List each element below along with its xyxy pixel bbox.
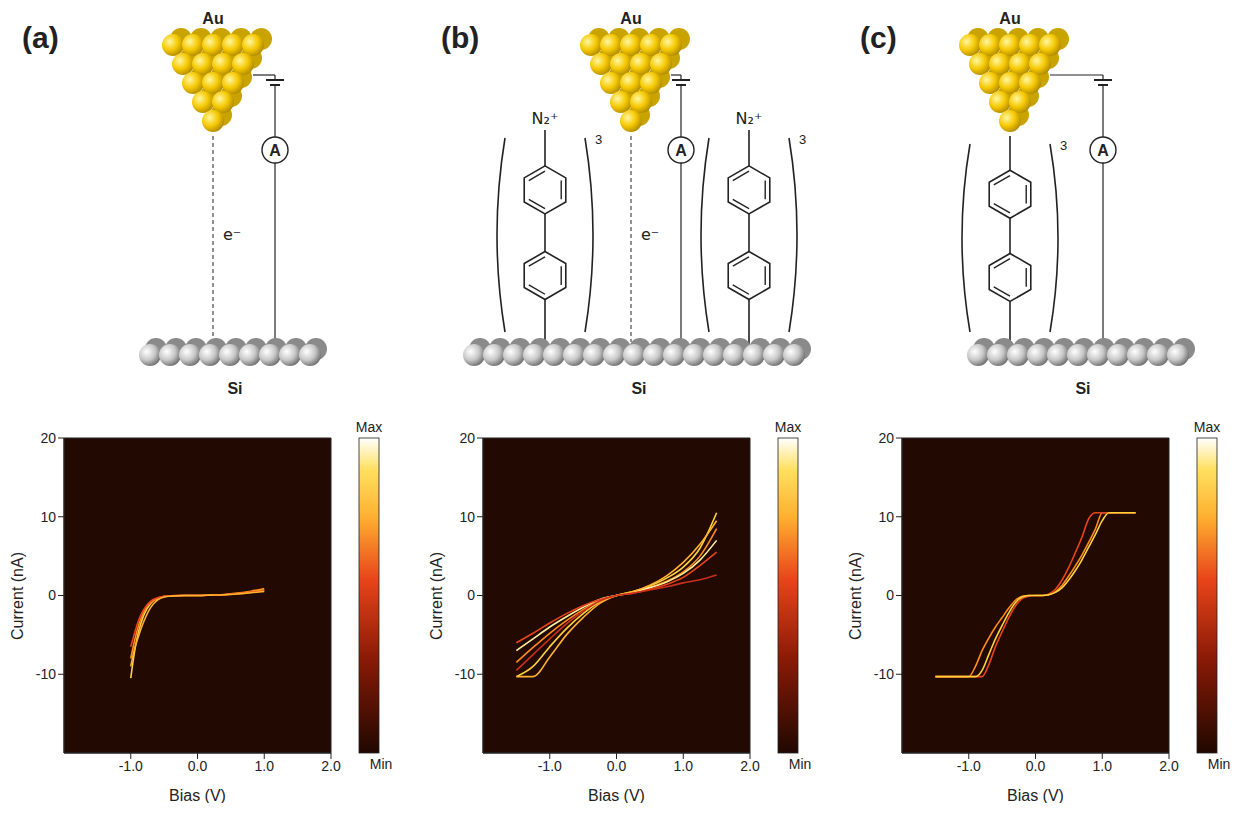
svg-text:-1.0: -1.0 bbox=[957, 758, 981, 774]
svg-text:-10: -10 bbox=[455, 666, 475, 682]
svg-text:Min: Min bbox=[370, 756, 393, 772]
svg-text:3: 3 bbox=[595, 132, 602, 147]
svg-text:0: 0 bbox=[886, 587, 894, 603]
svg-text:0: 0 bbox=[48, 587, 56, 603]
svg-text:-1.0: -1.0 bbox=[538, 758, 562, 774]
svg-text:2.0: 2.0 bbox=[740, 758, 760, 774]
svg-text:Au: Au bbox=[620, 10, 641, 27]
svg-text:Au: Au bbox=[999, 10, 1020, 27]
svg-text:A: A bbox=[269, 142, 281, 159]
svg-text:(c): (c) bbox=[860, 21, 897, 54]
svg-text:Min: Min bbox=[789, 756, 812, 772]
svg-text:e⁻: e⁻ bbox=[641, 225, 659, 244]
svg-text:-10: -10 bbox=[874, 666, 894, 682]
svg-text:0.0: 0.0 bbox=[1026, 758, 1046, 774]
svg-text:10: 10 bbox=[459, 509, 475, 525]
svg-text:2.0: 2.0 bbox=[321, 758, 341, 774]
svg-text:0: 0 bbox=[467, 587, 475, 603]
svg-text:Bias (V): Bias (V) bbox=[1007, 787, 1064, 803]
svg-text:Max: Max bbox=[775, 419, 801, 435]
svg-text:A: A bbox=[675, 142, 687, 159]
svg-text:1.0: 1.0 bbox=[674, 758, 694, 774]
svg-text:20: 20 bbox=[459, 430, 475, 446]
svg-text:Min: Min bbox=[1208, 756, 1231, 772]
svg-text:Bias (V): Bias (V) bbox=[169, 787, 226, 803]
svg-text:Max: Max bbox=[1194, 419, 1220, 435]
svg-text:20: 20 bbox=[40, 430, 56, 446]
svg-text:Si: Si bbox=[631, 380, 646, 397]
svg-text:Max: Max bbox=[356, 419, 382, 435]
svg-text:1.0: 1.0 bbox=[1093, 758, 1113, 774]
svg-text:0.0: 0.0 bbox=[188, 758, 208, 774]
svg-text:Au: Au bbox=[202, 10, 223, 27]
svg-text:e⁻: e⁻ bbox=[223, 225, 241, 244]
svg-text:Bias (V): Bias (V) bbox=[588, 787, 645, 803]
svg-text:N₂⁺: N₂⁺ bbox=[736, 109, 763, 128]
svg-text:Si: Si bbox=[227, 380, 242, 397]
html-text:Current (nA): Current (nA) bbox=[847, 551, 864, 640]
svg-text:A: A bbox=[1097, 142, 1109, 159]
svg-text:1.0: 1.0 bbox=[255, 758, 275, 774]
svg-text:20: 20 bbox=[878, 430, 894, 446]
svg-text:3: 3 bbox=[799, 132, 806, 147]
svg-text:-1.0: -1.0 bbox=[119, 758, 143, 774]
svg-text:Si: Si bbox=[1075, 380, 1090, 397]
svg-text:10: 10 bbox=[40, 509, 56, 525]
svg-text:(b): (b) bbox=[441, 21, 479, 54]
svg-text:(a): (a) bbox=[22, 21, 59, 54]
svg-text:N₂⁺: N₂⁺ bbox=[532, 109, 559, 128]
svg-text:2.0: 2.0 bbox=[1159, 758, 1179, 774]
svg-text:10: 10 bbox=[878, 509, 894, 525]
svg-text:3: 3 bbox=[1060, 138, 1067, 153]
svg-text:-10: -10 bbox=[36, 666, 56, 682]
html-text:Current (nA): Current (nA) bbox=[428, 551, 445, 640]
html-text:Current (nA): Current (nA) bbox=[9, 551, 26, 640]
svg-text:0.0: 0.0 bbox=[607, 758, 627, 774]
